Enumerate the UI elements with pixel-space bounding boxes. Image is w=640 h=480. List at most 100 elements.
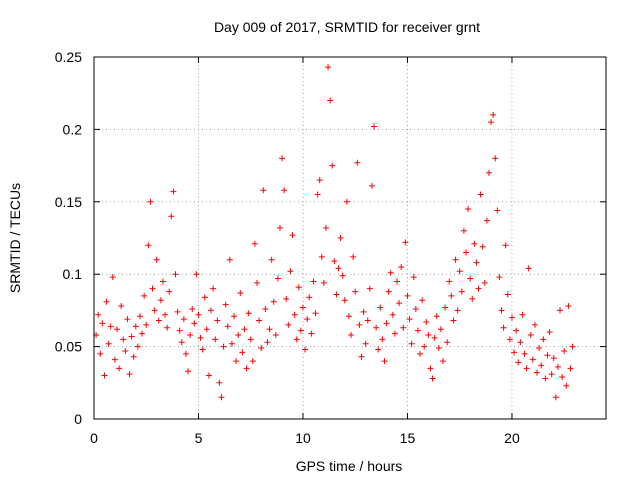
data-point <box>99 320 106 327</box>
data-point <box>502 242 509 249</box>
data-point <box>120 336 127 343</box>
data-point <box>383 320 390 327</box>
data-point <box>272 332 279 339</box>
data-point <box>262 305 269 312</box>
data-point <box>511 349 518 356</box>
data-point <box>105 340 112 347</box>
data-point <box>302 346 309 353</box>
data-point <box>251 240 258 247</box>
data-point <box>348 332 355 339</box>
data-point <box>258 345 265 352</box>
data-point <box>222 301 229 308</box>
y-tick-label: 0.1 <box>63 266 83 282</box>
data-point <box>536 345 543 352</box>
data-points <box>93 64 576 401</box>
data-point <box>373 324 380 331</box>
data-point <box>473 259 480 266</box>
data-point <box>417 350 424 357</box>
data-point <box>143 321 150 328</box>
data-point <box>268 256 275 263</box>
data-point <box>276 224 283 231</box>
data-point <box>475 285 482 292</box>
data-point <box>178 339 185 346</box>
data-point <box>203 326 210 333</box>
data-point <box>210 285 217 292</box>
data-point <box>291 311 298 318</box>
data-point <box>337 235 344 241</box>
tick-labels: 0 5 10 15 20 0 0.05 0.1 0.15 0.2 0.25 <box>55 49 520 446</box>
data-point <box>442 304 449 311</box>
data-point <box>462 249 469 256</box>
data-point <box>494 207 501 214</box>
data-point <box>517 339 524 346</box>
data-point <box>356 321 363 328</box>
data-point <box>293 336 300 343</box>
data-point <box>201 294 208 301</box>
data-point <box>559 374 566 381</box>
data-point <box>387 269 394 276</box>
data-point <box>538 362 545 369</box>
y-tick-label: 0.25 <box>55 49 82 65</box>
data-point <box>166 288 173 295</box>
data-point <box>439 358 446 365</box>
data-point <box>318 253 325 260</box>
data-point <box>435 345 442 352</box>
data-point <box>385 288 392 295</box>
data-point <box>454 307 461 314</box>
x-tick-label: 15 <box>400 430 416 446</box>
data-point <box>362 340 369 347</box>
data-point <box>427 365 434 372</box>
data-point <box>569 343 576 350</box>
data-point <box>450 317 457 324</box>
data-point <box>381 358 388 365</box>
data-point <box>197 334 204 341</box>
data-point <box>224 323 231 330</box>
data-point <box>187 332 194 339</box>
data-point <box>391 330 398 337</box>
data-point <box>554 363 561 370</box>
data-point <box>226 256 233 263</box>
data-point <box>421 343 428 350</box>
data-point <box>162 311 169 318</box>
data-point <box>325 64 332 71</box>
data-point <box>458 288 465 295</box>
data-point <box>245 310 252 317</box>
data-point <box>563 382 570 389</box>
data-point <box>134 343 141 350</box>
data-point <box>205 372 212 379</box>
data-point <box>264 339 271 346</box>
x-axis-label: GPS time / hours <box>296 458 403 474</box>
data-point <box>396 300 403 307</box>
data-point <box>567 365 574 372</box>
data-point <box>364 317 371 324</box>
y-axis-label: SRMTID / TECUs <box>7 183 23 293</box>
data-point <box>419 297 426 304</box>
data-point <box>548 371 555 378</box>
data-point <box>212 336 219 343</box>
data-point <box>141 292 148 299</box>
data-point <box>429 375 436 382</box>
data-point <box>285 321 292 328</box>
data-point <box>540 336 547 343</box>
data-point <box>239 349 246 356</box>
data-point <box>481 279 488 286</box>
data-point <box>103 298 110 305</box>
data-point <box>172 271 179 278</box>
data-point <box>295 284 302 291</box>
data-point <box>182 350 189 357</box>
data-point <box>460 227 467 234</box>
grid-lines <box>94 57 606 419</box>
data-point <box>151 307 158 314</box>
data-point <box>343 198 350 205</box>
data-point <box>565 303 572 310</box>
data-point <box>339 272 346 279</box>
data-point <box>552 394 559 401</box>
data-point <box>316 177 323 184</box>
data-point <box>483 217 490 224</box>
data-point <box>492 155 499 162</box>
data-point <box>375 346 382 353</box>
data-point <box>335 265 342 272</box>
data-point <box>469 295 476 302</box>
data-point <box>504 291 511 298</box>
